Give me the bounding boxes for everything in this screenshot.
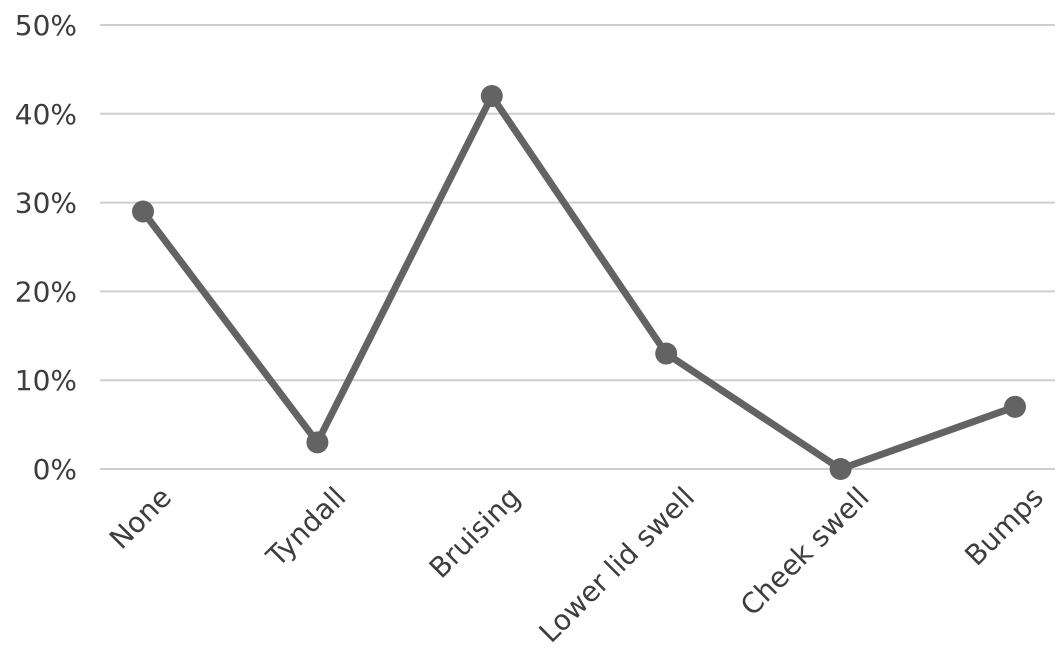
data-point — [655, 342, 678, 365]
y-axis-tick-labels: 0% 10% 20% 30% 40% 50% — [15, 9, 77, 486]
x-tick-label: Bumps — [958, 481, 1050, 573]
y-tick-label: 20% — [15, 275, 77, 308]
y-tick-label: 40% — [15, 98, 77, 131]
data-point — [480, 85, 503, 108]
y-tick-label: 50% — [15, 9, 77, 42]
data-point — [1004, 395, 1026, 418]
data-point — [306, 431, 329, 454]
data-point — [132, 200, 154, 223]
data-point — [829, 458, 852, 480]
x-tick-label: Bruising — [423, 481, 527, 585]
y-tick-label: 0% — [33, 453, 77, 486]
x-tick-label: Lower lid swell — [533, 481, 702, 650]
series-line — [139, 92, 1019, 473]
y-tick-label: 30% — [15, 187, 77, 220]
gridlines — [100, 24, 1055, 470]
x-tick-label: None — [103, 481, 178, 556]
series — [132, 85, 1026, 480]
y-tick-label: 10% — [15, 364, 77, 397]
x-axis-tick-labels: None Tyndall Bruising Lower lid swell Cheek … — [103, 481, 1050, 650]
x-tick-label: Tyndall — [259, 481, 352, 574]
x-tick-label: Cheek swell — [734, 481, 876, 623]
